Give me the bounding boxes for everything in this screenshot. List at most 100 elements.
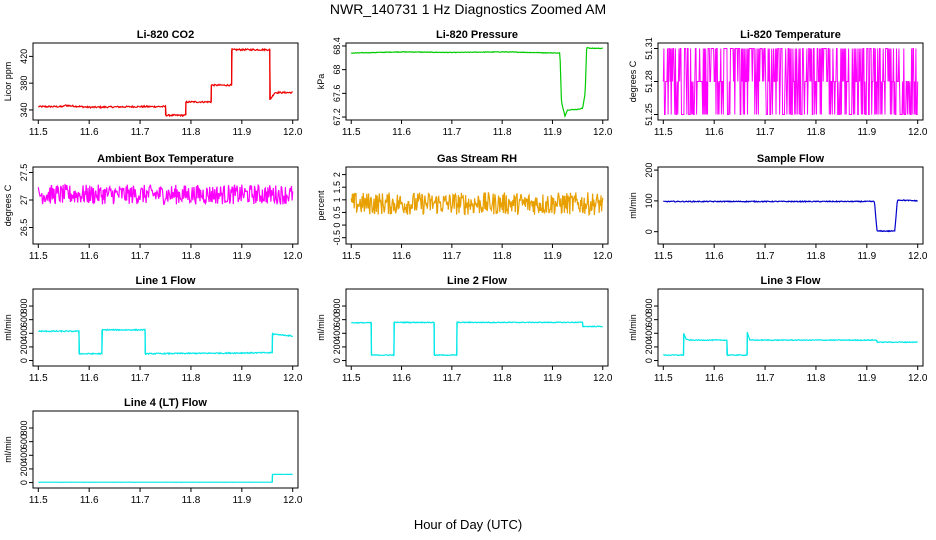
panel-4-ytick-label-0: 26.5 — [19, 219, 29, 237]
panel-9-ytick-label-4: 800 — [644, 299, 654, 314]
panel-1-xtick-label-0: 11.5 — [29, 127, 48, 138]
panel-5-xtick-label-1: 11.6 — [392, 251, 411, 262]
panel-10-ytick-label-1: 200 — [19, 461, 29, 476]
panel-10-ylabel: ml/min — [3, 436, 13, 463]
panel-10-xtick-label-3: 11.8 — [182, 495, 201, 506]
panel-3-ytick-label-2: 51.31 — [644, 37, 654, 60]
panel-10-xtick-label-1: 11.6 — [80, 495, 99, 506]
panel-9-ytick-label-3: 600 — [644, 312, 654, 327]
panel-10-title: Line 4 (LT) Flow — [124, 397, 207, 409]
panel-7-ytick-label-3: 600 — [19, 312, 29, 327]
panel-5-xtick-label-0: 11.5 — [342, 251, 361, 262]
panel-3-ytick-label-1: 51.28 — [644, 70, 654, 93]
panel-1-frame — [32, 42, 299, 121]
panel-9-title: Line 3 Flow — [761, 275, 821, 287]
panel-5-ytick-label-1: 0 — [332, 223, 342, 228]
panel-6-series-line — [663, 199, 918, 233]
panel-6-ytick-label-2: 200 — [644, 163, 654, 178]
panel-6-ytick-label-1: 100 — [644, 193, 654, 208]
panel-6-frame — [657, 166, 924, 245]
panel-9-frame — [657, 288, 924, 367]
panel-9-xtick-label-4: 11.9 — [857, 373, 876, 384]
panel-6-xtick-label-0: 11.5 — [654, 251, 673, 262]
panel-10-series-line — [38, 473, 293, 483]
panel-5-xtick-label-5: 12.0 — [593, 251, 613, 262]
panel-1-ytick-label-2: 420 — [19, 49, 29, 64]
panel-1-series-line — [37, 47, 293, 118]
panel-5-ylabel: percent — [316, 190, 326, 221]
panel-9-series-line — [662, 332, 918, 357]
panel-10-xtick-label-4: 11.9 — [232, 495, 251, 506]
panel-10-xtick-label-2: 11.7 — [131, 495, 150, 506]
panel-4-frame — [32, 166, 299, 245]
panel-8-ytick-label-0: 0 — [332, 358, 342, 363]
page-title: NWR_140731 1 Hz Diagnostics Zoomed AM — [329, 1, 607, 17]
panel-8-xtick-label-2: 11.7 — [442, 373, 461, 384]
panel-5-xtick-label-3: 11.8 — [493, 251, 512, 262]
panel-4-xtick-label-4: 11.9 — [232, 251, 251, 262]
panel-8-xtick-label-0: 11.5 — [342, 373, 361, 384]
panel-3-xtick-label-0: 11.5 — [654, 127, 673, 138]
panel-5-ytick-label-2: 0.5 — [332, 206, 342, 219]
panel-5-ytick-label-0: -0.5 — [332, 230, 342, 246]
panel-7-series-line — [38, 328, 294, 356]
panel-3-series-line — [662, 48, 919, 115]
panel-7-ytick-label-1: 200 — [19, 339, 29, 354]
panel-10-ytick-label-3: 600 — [19, 434, 29, 449]
panel-3-xtick-label-2: 11.7 — [756, 127, 775, 138]
panel-8-ytick-label-1: 200 — [332, 339, 342, 354]
panel-9-xtick-label-0: 11.5 — [654, 373, 673, 384]
panel-4-xtick-label-0: 11.5 — [29, 251, 48, 262]
panel-8-ytick-label-2: 400 — [332, 326, 342, 341]
panel-9-xtick-label-1: 11.6 — [705, 373, 724, 384]
panel-10-ytick-label-4: 800 — [19, 421, 29, 436]
panel-7-frame — [32, 288, 299, 367]
panel-1-ytick-label-1: 380 — [19, 76, 29, 91]
panel-8-xtick-label-4: 11.9 — [543, 373, 562, 384]
panel-5-xtick-label-2: 11.7 — [442, 251, 461, 262]
panel-3-ytick-label-0: 51.25 — [644, 103, 654, 126]
panel-1-xtick-label-2: 11.7 — [131, 127, 150, 138]
panel-8-frame — [345, 288, 609, 367]
panel-8-xtick-label-5: 12.0 — [593, 373, 613, 384]
panel-6-xtick-label-2: 11.7 — [756, 251, 775, 262]
panel-2-frame — [345, 42, 609, 121]
panel-6-xtick-label-4: 11.9 — [857, 251, 876, 262]
panel-2-ytick-label-2: 68 — [332, 65, 342, 75]
panel-4-xtick-label-3: 11.8 — [182, 251, 201, 262]
panel-1-xtick-label-3: 11.8 — [182, 127, 201, 138]
panel-2-ylabel: kPa — [316, 74, 326, 90]
panel-8-ylabel: ml/min — [316, 314, 326, 341]
panel-1-ytick-label-0: 340 — [19, 102, 29, 117]
panel-8-title: Line 2 Flow — [447, 275, 507, 287]
panel-5-ytick-label-5: 2 — [332, 172, 342, 177]
panel-7-ytick-label-0: 0 — [19, 358, 29, 363]
panel-6-title: Sample Flow — [757, 153, 825, 165]
panel-7-xtick-label-3: 11.8 — [182, 373, 201, 384]
panel-5-title: Gas Stream RH — [437, 153, 517, 165]
panel-7-xtick-label-4: 11.9 — [232, 373, 251, 384]
panel-5-xtick-label-4: 11.9 — [543, 251, 562, 262]
panel-2-xtick-label-0: 11.5 — [342, 127, 361, 138]
panel-6-xtick-label-3: 11.8 — [807, 251, 826, 262]
panel-1-ylabel: Licor ppm — [3, 62, 13, 102]
panel-3-xtick-label-4: 11.9 — [857, 127, 876, 138]
panel-4-xtick-label-1: 11.6 — [80, 251, 99, 262]
panel-9-ytick-label-2: 400 — [644, 326, 654, 341]
panel-3-xtick-label-3: 11.8 — [807, 127, 826, 138]
panel-2-xtick-label-4: 11.9 — [543, 127, 562, 138]
panel-2-ytick-label-0: 67.2 — [332, 108, 342, 126]
panel-1-xtick-label-5: 12.0 — [283, 127, 303, 138]
panel-10-ytick-label-2: 400 — [19, 448, 29, 463]
panel-1-xtick-label-4: 11.9 — [232, 127, 251, 138]
panel-6-xtick-label-5: 12.0 — [908, 251, 928, 262]
panel-9-xtick-label-5: 12.0 — [908, 373, 928, 384]
panel-5-series-line — [350, 192, 604, 217]
panel-9-ytick-label-0: 0 — [644, 358, 654, 363]
panel-2-series-line — [350, 46, 603, 118]
panel-9-ylabel: ml/min — [628, 314, 638, 341]
panel-8-xtick-label-3: 11.8 — [493, 373, 512, 384]
x-axis-title: Hour of Day (UTC) — [413, 517, 523, 532]
panel-4-xtick-label-2: 11.7 — [131, 251, 150, 262]
panel-10-ytick-label-0: 0 — [19, 480, 29, 485]
